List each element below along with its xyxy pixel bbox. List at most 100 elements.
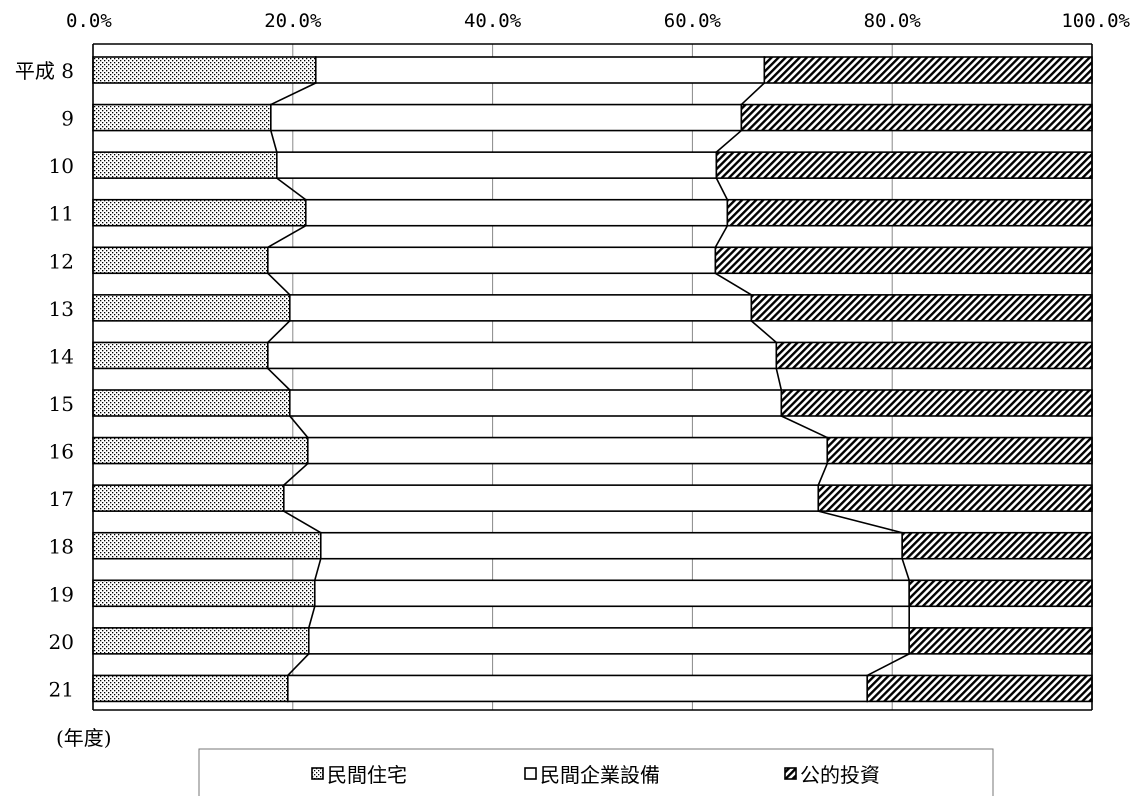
- series-line: [866, 653, 910, 677]
- bar-segment: [740, 103, 1093, 132]
- category-label: 20: [49, 630, 74, 654]
- plot-frame: [92, 43, 1093, 711]
- x-tick-label: 60.0%: [664, 10, 722, 32]
- bar-segment: [92, 436, 309, 465]
- series-line: [270, 130, 278, 153]
- series-line: [276, 177, 307, 201]
- legend-swatch: [524, 767, 537, 780]
- category-label: 11: [49, 202, 74, 226]
- category-label: 18: [49, 535, 74, 559]
- series-line: [740, 82, 765, 106]
- bar-segment: [92, 627, 310, 655]
- bar-segment: [92, 294, 291, 322]
- bar-segment: [901, 531, 1093, 560]
- series-line: [780, 415, 828, 439]
- bar-segment: [304, 198, 729, 227]
- legend-swatch: [311, 767, 324, 780]
- category-label: 9: [61, 107, 74, 131]
- bar-segment: [306, 436, 829, 465]
- series-line: [817, 463, 829, 486]
- bar-segment: [92, 531, 322, 560]
- x-tick-label: 40.0%: [464, 10, 522, 32]
- series-line: [750, 320, 777, 344]
- series-line: [267, 367, 291, 391]
- series-line: [267, 272, 291, 296]
- legend-box: [198, 748, 994, 796]
- series-line: [714, 225, 729, 248]
- category-label: 21: [49, 677, 74, 701]
- bar-segment: [267, 341, 778, 370]
- series-lines: [267, 82, 910, 677]
- grid-lines: [292, 44, 893, 710]
- series-line: [289, 415, 309, 439]
- bar-segment: [270, 103, 743, 132]
- x-tick-label: 20.0%: [264, 10, 322, 32]
- unit-label: (年度): [56, 726, 112, 750]
- bar-segment: [775, 341, 1093, 370]
- bar-segment: [92, 484, 285, 512]
- category-label: 10: [49, 154, 74, 178]
- category-label: 12: [49, 249, 74, 273]
- bar-segment: [726, 198, 1093, 227]
- legend-label: 民間企業設備: [540, 763, 660, 787]
- bar-segment: [92, 246, 269, 275]
- bar-segment: [319, 531, 903, 560]
- bar-segment: [92, 198, 307, 227]
- x-tick-label: 100.0%: [1061, 10, 1130, 32]
- series-line: [775, 368, 783, 391]
- legend-label: 民間住宅: [327, 763, 407, 787]
- series-line: [267, 225, 307, 248]
- x-tick-labels: 0.0% 20.0% 40.0% 60.0% 80.0% 100.0%: [66, 10, 1131, 32]
- bar-segment: [826, 436, 1093, 465]
- bar-segment: [715, 151, 1093, 179]
- category-label: 16: [49, 440, 74, 464]
- series-line: [287, 653, 310, 676]
- bar-segment: [908, 627, 1093, 655]
- series-line: [283, 510, 322, 534]
- bar-segment: [817, 484, 1093, 512]
- series-line: [901, 558, 910, 581]
- x-tick-label: 0.0%: [66, 10, 112, 32]
- category-label: 17: [49, 487, 74, 511]
- bar-segment: [92, 674, 289, 703]
- bars: [92, 56, 1093, 703]
- series-line: [818, 510, 903, 534]
- series-line: [308, 606, 316, 629]
- bar-segment: [307, 627, 910, 655]
- category-label: 平成 8: [15, 59, 74, 83]
- bar-segment: [313, 579, 910, 608]
- series-line: [715, 177, 729, 201]
- bar-segment: [314, 56, 766, 84]
- bar-segment: [283, 484, 820, 512]
- bar-segment: [780, 389, 1093, 417]
- series-line: [714, 272, 752, 296]
- category-labels: 平成 8 9 10 11 12 13 14 15 16 17 18 19 20 21: [15, 59, 74, 701]
- series-line: [715, 129, 742, 153]
- legend-swatch: [784, 767, 797, 780]
- bar-segment: [267, 246, 717, 275]
- bar-segment: [714, 246, 1093, 275]
- bar-segment: [289, 294, 753, 322]
- bar-segment: [92, 389, 291, 417]
- category-label: 15: [49, 392, 74, 416]
- bar-segment: [908, 579, 1093, 608]
- bar-segment: [92, 579, 316, 608]
- category-label: 13: [49, 297, 74, 321]
- bar-segment: [287, 674, 869, 703]
- bar-segment: [92, 151, 278, 179]
- category-label: 14: [49, 344, 74, 368]
- series-line: [314, 558, 322, 581]
- legend: 民間住宅 民間企業設備 公的投資: [198, 748, 994, 796]
- x-tick-label: 80.0%: [864, 10, 922, 32]
- series-line: [283, 462, 309, 486]
- bar-segment: [866, 674, 1093, 703]
- category-label: 19: [49, 582, 74, 606]
- bar-segment: [92, 56, 317, 84]
- bar-segment: [763, 56, 1093, 84]
- bar-segment: [750, 294, 1093, 322]
- bar-segment: [92, 341, 269, 370]
- legend-label: 公的投資: [800, 763, 880, 787]
- bar-segment: [92, 103, 272, 132]
- bar-segment: [289, 389, 783, 417]
